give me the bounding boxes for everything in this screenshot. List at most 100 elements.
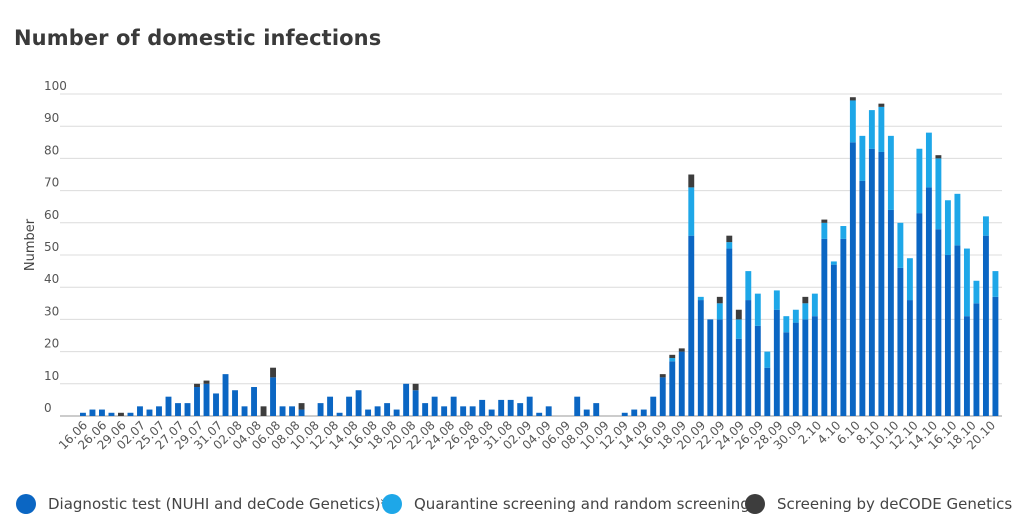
legend-item-diagnostic: Diagnostic test (NUHI and deCode Genetic… [16,494,388,514]
bar-diagnostic [108,412,115,416]
bar-diagnostic [944,255,951,416]
bar-diagnostic [393,409,400,416]
bar-diagnostic [716,319,723,416]
y-tick-label: 20 [44,337,59,351]
bar-diagnostic [887,209,894,416]
bar-quarantine [716,303,723,320]
bar-decode [688,174,695,188]
bar-quarantine [783,316,790,333]
bar-diagnostic [222,374,229,416]
bar-diagnostic [726,248,733,416]
bar-diagnostic [697,300,704,416]
bar-diagnostic [80,412,86,416]
bar-diagnostic [640,409,647,416]
bar-quarantine [963,248,970,317]
bar-quarantine [868,110,875,149]
y-tick-label: 80 [44,143,59,157]
bars [80,97,999,417]
bar-diagnostic [897,267,904,416]
bar-diagnostic [251,387,257,416]
bar-diagnostic [992,296,999,416]
bar-diagnostic [241,406,248,416]
bar-diagnostic [621,412,628,416]
bar-diagnostic [346,396,353,416]
bar-diagnostic [498,399,505,416]
legend-label-quarantine: Quarantine screening and random screenin… [414,495,750,513]
bar-quarantine [792,309,799,323]
bar-diagnostic [184,403,191,416]
bar-decode [716,296,723,304]
bar-diagnostic [422,403,429,416]
bar-diagnostic [289,406,295,416]
legend-swatch-diagnostic [16,494,36,514]
bar-diagnostic [764,367,771,416]
legend-item-decode: Screening by deCODE Genetics [745,494,1012,514]
bar-diagnostic [526,396,533,416]
bar-diagnostic [431,396,438,416]
bar-diagnostic [574,396,581,416]
bar-diagnostic [327,396,334,416]
bar-diagnostic [479,399,486,416]
bar-quarantine [688,187,695,236]
bar-diagnostic [963,316,970,416]
bar-diagnostic [365,409,372,416]
bar-decode [678,348,685,352]
y-tick-label: 10 [44,369,59,383]
bar-diagnostic [412,390,419,416]
bar-decode [935,155,942,159]
bar-decode [298,403,305,410]
bar-diagnostic [745,300,752,416]
y-tick-label: 40 [44,272,59,286]
bar-diagnostic [450,396,457,416]
bar-quarantine [954,193,961,246]
chart-title: Number of domestic infections [14,26,382,50]
bar-diagnostic [973,303,980,416]
bar-decode [735,309,742,320]
y-tick-label: 100 [44,79,67,93]
bar-quarantine [916,148,923,214]
bar-diagnostic [954,245,961,416]
bar-quarantine [878,106,885,152]
bar-diagnostic [659,377,666,416]
bar-diagnostic [317,403,324,416]
bar-diagnostic [925,187,932,416]
bar-quarantine [982,216,989,236]
bar-quarantine [764,351,771,368]
bar-diagnostic [982,235,989,416]
bar-diagnostic [403,383,410,416]
bar-diagnostic [279,406,286,416]
bar-diagnostic [270,377,276,416]
bar-quarantine [745,271,752,301]
y-tick-label: 90 [44,111,59,125]
bar-quarantine [669,358,676,362]
bar-decode [726,235,733,243]
bar-diagnostic [935,229,942,416]
bar-quarantine [935,158,942,230]
bar-diagnostic [384,403,391,416]
y-axis-ticks: 0 10 20 30 40 50 60 70 80 90 100 [44,79,67,415]
bar-diagnostic [156,406,162,416]
bar-diagnostic [355,390,362,416]
bar-diagnostic [802,319,809,416]
bar-diagnostic [460,406,467,416]
bar-diagnostic [175,403,181,416]
bar-quarantine [697,296,704,301]
bar-diagnostic [213,393,219,416]
bar-decode [412,383,419,391]
bar-diagnostic [507,399,514,416]
bar-quarantine [887,135,894,210]
bar-diagnostic [374,406,381,416]
bar-diagnostic [792,322,799,416]
bar-quarantine [735,319,742,339]
bar-quarantine [811,293,818,317]
bar-diagnostic [840,238,847,416]
bar-quarantine [859,135,866,181]
bar-quarantine [754,293,761,326]
bar-diagnostic [868,148,875,417]
bar-quarantine [773,290,780,310]
bar-diagnostic [849,142,856,417]
bar-quarantine [849,100,856,143]
bar-quarantine [925,132,932,188]
bar-diagnostic [194,387,200,416]
legend-label-decode: Screening by deCODE Genetics [777,495,1013,513]
